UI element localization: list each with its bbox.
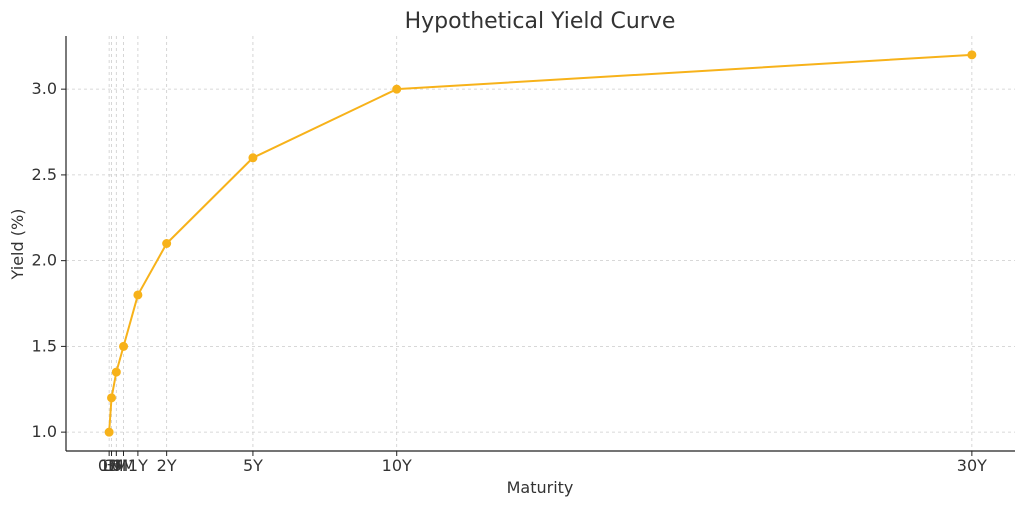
x-tick-label: 2Y: [157, 456, 177, 475]
data-point: [133, 290, 143, 300]
x-tick-label: 6M: [112, 456, 136, 475]
x-axis-label: Maturity: [507, 478, 574, 497]
data-point: [967, 50, 977, 60]
y-axis-label: Yield (%): [8, 209, 27, 281]
y-tick-label: 2.0: [32, 251, 57, 270]
y-tick-label: 1.5: [32, 336, 57, 355]
data-point: [392, 84, 402, 94]
x-tick-label: 30Y: [957, 456, 987, 475]
y-tick-label: 1.0: [32, 422, 57, 441]
y-tick-label: 2.5: [32, 165, 57, 184]
data-point: [248, 153, 258, 163]
data-point: [104, 427, 114, 437]
y-tick-label: 3.0: [32, 79, 57, 98]
series: [104, 50, 977, 437]
x-tick-label: 3M: [104, 456, 128, 475]
data-point: [107, 393, 117, 403]
chart-title: Hypothetical Yield Curve: [405, 9, 676, 34]
data-point: [119, 341, 129, 351]
data-point: [162, 239, 172, 248]
data-point: [111, 367, 121, 377]
x-tick-label: 1M: [100, 456, 124, 475]
x-tick-label: 1Y: [128, 456, 148, 475]
series-line: [108, 53, 972, 433]
x-tick-label: 10Y: [382, 456, 412, 475]
x-tick-label: 0D: [98, 456, 121, 475]
grid: [66, 36, 1015, 451]
x-tick-label: 5Y: [243, 456, 263, 475]
axes: [65, 36, 1015, 452]
